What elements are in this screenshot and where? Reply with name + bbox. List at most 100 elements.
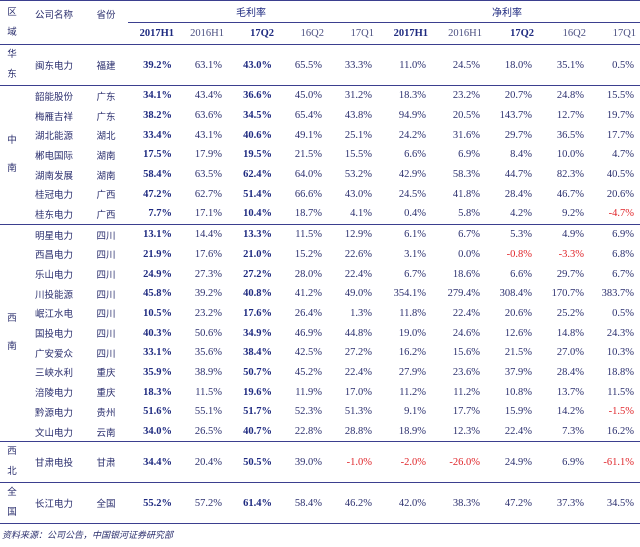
region-group: 中南 韶能股份 广东 34.1% 43.4% 36.6% 45.0% 31.2% 18.3% 23… — [0, 85, 640, 225]
net-margin-cell: 308.4% — [499, 288, 533, 300]
net-margin-cell: 15.6% — [452, 347, 481, 359]
gross-margin-cell: 55.1% — [194, 406, 222, 418]
gross-margin-cell: 40.7% — [243, 426, 272, 438]
gross-margin-cell: 27.2% — [344, 347, 373, 359]
gross-margin-cell: 18.7% — [294, 208, 322, 220]
gross-period-header: 17Q1 — [350, 28, 375, 39]
net-margin-cell: -1.5% — [608, 406, 635, 418]
table-row: 黔源电力 贵州 51.6% 55.1% 51.7% 52.3% 51.3% 9.1% 17.7%… — [0, 402, 640, 422]
net-margin-cell: 11.5% — [607, 386, 635, 398]
gross-margin-cell: 66.6% — [294, 188, 322, 200]
net-margin-cell: 94.9% — [398, 110, 427, 122]
company-name: 涪陵电力 — [34, 388, 73, 400]
table-row: 华东 闽东电力 福建 39.2% 63.1% 43.0% 65.5% 33.3% 11.0% 24… — [0, 45, 640, 86]
gross-margin-cell: 49.1% — [294, 129, 322, 141]
net-margin-cell: 11.2% — [399, 386, 427, 398]
company-name: 黔源电力 — [34, 407, 73, 419]
gross-margin-cell: 51.7% — [243, 406, 272, 418]
gross-margin-cell: 58.4% — [294, 497, 322, 509]
table-row: 川投能源 四川 45.8% 39.2% 40.8% 41.2% 49.0% 354.1% 279… — [0, 284, 640, 304]
gross-period-header: 2017H1 — [139, 28, 174, 39]
gross-margin-cell: 40.6% — [243, 129, 272, 141]
net-margin-cell: 11.8% — [399, 307, 427, 319]
net-margin-cell: 143.7% — [499, 110, 533, 122]
gross-margin-cell: 52.3% — [294, 406, 322, 418]
net-margin-cell: 10.8% — [504, 386, 533, 398]
gross-margin-cell: 22.4% — [344, 268, 373, 280]
net-margin-cell: 15.9% — [504, 406, 533, 418]
net-margin-cell: 13.7% — [556, 386, 585, 398]
company-name: 桂东电力 — [34, 209, 73, 221]
gross-margin-cell: 42.5% — [294, 347, 322, 359]
region-group: 西北 甘肃电投 甘肃 34.4% 20.4% 50.5% 39.0% -1.0% -2.0% -2… — [0, 441, 640, 483]
table-row: 三峡水利 重庆 35.9% 38.9% 50.7% 45.2% 22.4% 27.9% 23.6… — [0, 363, 640, 383]
gross-margin-cell: 58.4% — [143, 169, 172, 181]
net-margin-cell: -2.0% — [400, 456, 427, 468]
company-name: 明星电力 — [34, 230, 73, 242]
net-margin-cell: 38.3% — [452, 497, 481, 509]
gross-margin-cell: 33.4% — [143, 129, 172, 141]
gross-margin-cell: 17.1% — [194, 208, 222, 220]
gross-margin-cell: 25.1% — [344, 129, 373, 141]
province: 重庆 — [96, 388, 116, 400]
gross-margin-cell: 40.8% — [243, 288, 272, 300]
header-company: 公司名称 — [34, 10, 73, 21]
net-margin-cell: 170.7% — [551, 288, 585, 300]
gross-margin-cell: 50.5% — [243, 456, 272, 468]
gross-margin-cell: 45.0% — [294, 90, 322, 102]
net-period-header: 17Q2 — [510, 28, 535, 39]
net-margin-cell: 11.0% — [399, 59, 427, 71]
net-margin-cell: 12.3% — [452, 426, 481, 438]
gross-margin-cell: 4.1% — [350, 208, 373, 220]
net-margin-cell: 6.7% — [404, 268, 427, 280]
net-margin-cell: -26.0% — [449, 456, 481, 468]
net-margin-cell: 20.5% — [452, 110, 481, 122]
net-margin-cell: 5.3% — [510, 229, 533, 241]
net-margin-cell: 46.7% — [556, 188, 585, 200]
region-group: 西南 明星电力 四川 13.1% 14.4% 13.3% 11.5% 12.9% 6.1% 6.7… — [0, 224, 640, 442]
province: 贵州 — [96, 407, 116, 419]
gross-margin-cell: -1.0% — [346, 456, 373, 468]
net-margin-cell: 383.7% — [601, 288, 635, 300]
net-margin-cell: 24.6% — [452, 327, 481, 339]
gross-margin-cell: 50.6% — [194, 327, 222, 339]
gross-margin-cell: 41.2% — [294, 288, 322, 300]
net-margin-cell: 12.7% — [556, 110, 585, 122]
province: 四川 — [96, 289, 116, 301]
gross-margin-cell: 43.0% — [344, 188, 373, 200]
net-margin-cell: 10.0% — [556, 149, 585, 161]
region-label: 全国 — [7, 487, 17, 519]
table-row: 西昌电力 四川 21.9% 17.6% 21.0% 15.2% 22.6% 3.1% 0.0% -… — [0, 245, 640, 265]
net-margin-cell: 17.7% — [606, 129, 635, 141]
gross-margin-cell: 22.4% — [344, 366, 373, 378]
net-margin-cell: 6.9% — [562, 456, 585, 468]
net-margin-cell: 10.3% — [606, 347, 635, 359]
net-margin-cell: 35.1% — [556, 59, 585, 71]
gross-margin-cell: 10.5% — [143, 307, 172, 319]
gross-margin-cell: 45.8% — [143, 288, 172, 300]
region-group: 华东 闽东电力 福建 39.2% 63.1% 43.0% 65.5% 33.3% 11.0% 24… — [0, 44, 640, 86]
gross-margin-cell: 46.9% — [294, 327, 322, 339]
province: 湖北 — [96, 131, 116, 143]
gross-margin-cell: 62.4% — [243, 169, 272, 181]
gross-margin-cell: 53.2% — [344, 169, 373, 181]
net-margin-cell: -3.3% — [558, 248, 585, 260]
table-row: 桂冠电力 广西 47.2% 62.7% 51.4% 66.6% 43.0% 24.5% 41.8… — [0, 184, 640, 204]
gross-margin-cell: 17.0% — [344, 386, 373, 398]
gross-margin-cell: 28.0% — [294, 268, 322, 280]
gross-margin-cell: 11.9% — [295, 386, 322, 398]
gross-period-header: 16Q2 — [300, 28, 324, 39]
province: 云南 — [96, 427, 116, 439]
net-margin-cell: 18.9% — [398, 426, 427, 438]
province: 广东 — [96, 91, 116, 103]
gross-margin-cell: 36.6% — [243, 90, 272, 102]
net-margin-cell: 22.4% — [452, 307, 481, 319]
gross-margin-cell: 40.3% — [143, 327, 172, 339]
gross-margin-cell: 31.2% — [344, 90, 373, 102]
gross-margin-cell: 10.4% — [243, 208, 272, 220]
net-margin-cell: -61.1% — [603, 456, 635, 468]
net-margin-cell: 0.5% — [612, 59, 635, 71]
net-margin-cell: 6.9% — [458, 149, 481, 161]
net-margin-cell: 20.6% — [504, 307, 533, 319]
net-margin-cell: 20.6% — [606, 188, 635, 200]
